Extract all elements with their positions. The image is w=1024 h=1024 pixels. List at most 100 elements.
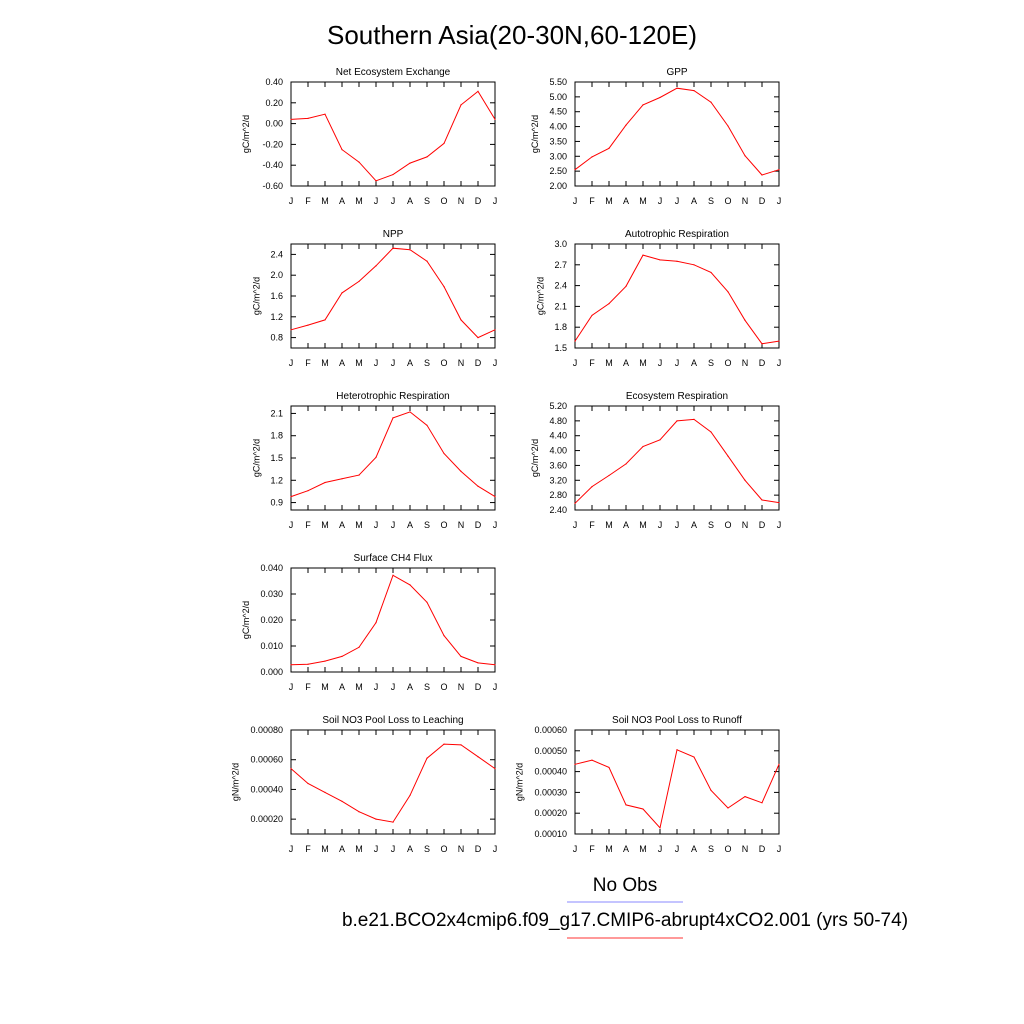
x-tick-label: F xyxy=(589,358,595,368)
x-tick-label: O xyxy=(724,358,731,368)
data-point xyxy=(477,662,479,664)
x-tick-label: N xyxy=(742,844,749,854)
x-tick-label: S xyxy=(708,844,714,854)
data-point xyxy=(460,744,462,746)
data-point xyxy=(778,763,780,765)
y-tick-label: 0.8 xyxy=(270,333,283,343)
data-point xyxy=(676,420,678,422)
x-tick-label: D xyxy=(475,682,482,692)
panel-title: Autotrophic Respiration xyxy=(625,229,729,240)
x-tick-label: J xyxy=(573,520,578,530)
data-point xyxy=(392,821,394,823)
y-axis-label: gC/m^2/d xyxy=(241,115,251,153)
data-point xyxy=(761,802,763,804)
x-tick-label: M xyxy=(605,520,613,530)
x-tick-label: O xyxy=(440,844,447,854)
x-tick-label: J xyxy=(658,358,663,368)
panel-title: Soil NO3 Pool Loss to Leaching xyxy=(322,715,463,726)
x-tick-label: A xyxy=(407,196,413,206)
x-tick-label: J xyxy=(493,196,498,206)
data-point xyxy=(744,479,746,481)
data-point xyxy=(591,486,593,488)
x-tick-label: J xyxy=(675,196,680,206)
y-tick-label: 3.50 xyxy=(549,136,567,146)
x-tick-label: M xyxy=(321,682,329,692)
x-tick-label: M xyxy=(321,844,329,854)
data-point xyxy=(591,759,593,761)
data-point xyxy=(693,418,695,420)
data-point xyxy=(710,271,712,274)
panel-title: Soil NO3 Pool Loss to Runoff xyxy=(612,715,742,726)
x-tick-label: F xyxy=(305,196,311,206)
data-point xyxy=(307,324,309,326)
x-tick-label: J xyxy=(289,682,294,692)
data-point xyxy=(608,474,610,477)
x-tick-label: M xyxy=(605,844,613,854)
plot-frame xyxy=(574,243,780,349)
y-axis-label: gN/m^2/d xyxy=(231,763,241,801)
data-point xyxy=(574,169,576,171)
data-point xyxy=(778,340,780,342)
y-tick-label: 5.20 xyxy=(549,401,567,411)
data-point xyxy=(477,485,479,487)
y-tick-label: 1.6 xyxy=(270,291,283,301)
data-point xyxy=(591,156,593,158)
y-tick-label: 2.50 xyxy=(549,166,567,176)
y-tick-label: 0.9 xyxy=(270,498,283,508)
data-point xyxy=(608,147,610,149)
x-tick-label: A xyxy=(407,358,413,368)
x-tick-label: J xyxy=(289,844,294,854)
data-point xyxy=(460,104,462,106)
y-axis-label: gC/m^2/d xyxy=(251,277,261,315)
x-tick-label: J xyxy=(391,844,396,854)
data-point xyxy=(494,496,496,498)
data-point xyxy=(341,655,343,658)
data-point xyxy=(642,445,644,448)
data-point xyxy=(761,343,763,345)
y-tick-label: 3.00 xyxy=(549,151,567,161)
y-tick-label: 2.7 xyxy=(554,260,567,270)
y-tick-label: 3.0 xyxy=(554,239,567,249)
data-point xyxy=(494,118,496,121)
x-tick-label: A xyxy=(623,844,629,854)
x-tick-label: D xyxy=(475,196,482,206)
plot-frame xyxy=(290,405,496,511)
data-point xyxy=(426,156,428,158)
data-point xyxy=(477,90,479,92)
plot-frame xyxy=(574,729,780,835)
data-point xyxy=(307,117,309,119)
y-tick-label: 2.1 xyxy=(270,408,283,418)
y-tick-label: 1.5 xyxy=(554,343,567,353)
data-point xyxy=(392,574,394,576)
x-tick-label: J xyxy=(289,358,294,368)
y-tick-label: 5.00 xyxy=(549,92,567,102)
plot-frame xyxy=(290,729,496,835)
y-tick-label: 1.5 xyxy=(270,453,283,463)
y-tick-label: 0.00030 xyxy=(534,787,567,797)
data-point xyxy=(494,664,496,666)
data-point xyxy=(727,291,729,293)
x-tick-label: M xyxy=(321,358,329,368)
y-tick-label: 0.00080 xyxy=(250,725,283,735)
y-tick-label: 0.00010 xyxy=(534,829,567,839)
y-tick-label: 2.1 xyxy=(554,301,567,311)
series-line xyxy=(290,90,496,182)
data-point xyxy=(642,254,644,256)
y-tick-label: -0.60 xyxy=(262,181,283,191)
x-tick-label: D xyxy=(475,520,482,530)
x-tick-label: N xyxy=(458,844,465,854)
x-tick-label: J xyxy=(573,358,578,368)
data-point xyxy=(744,319,746,321)
data-point xyxy=(324,660,326,662)
data-point xyxy=(392,247,394,249)
x-tick-label: A xyxy=(339,358,345,368)
series-line xyxy=(574,87,780,176)
data-point xyxy=(761,174,763,176)
x-tick-label: F xyxy=(305,682,311,692)
panel-title: Ecosystem Respiration xyxy=(626,391,728,402)
data-point xyxy=(727,455,729,457)
y-tick-label: 0.00060 xyxy=(250,755,283,765)
x-tick-label: J xyxy=(675,844,680,854)
